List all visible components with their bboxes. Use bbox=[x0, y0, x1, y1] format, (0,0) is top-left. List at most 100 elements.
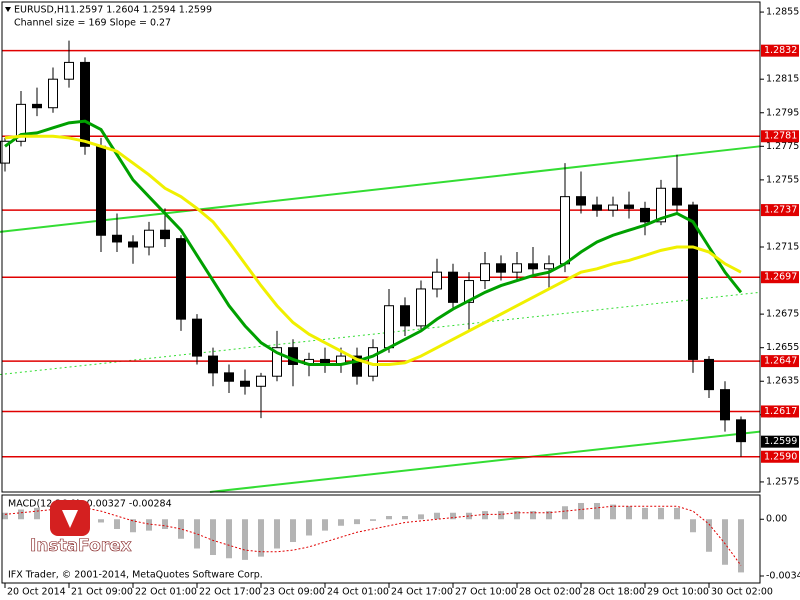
level-label: 1.2697 bbox=[764, 272, 797, 283]
x-tick-label: 28 Oct 18:00 bbox=[583, 587, 645, 598]
x-tick-label: 29 Oct 10:00 bbox=[647, 587, 709, 598]
candle-body bbox=[16, 103, 26, 142]
candle-body bbox=[208, 355, 218, 374]
macd-bar bbox=[498, 511, 504, 520]
candle-body bbox=[112, 234, 122, 243]
level-label: 1.2647 bbox=[764, 356, 797, 367]
level-label-box bbox=[761, 44, 799, 57]
macd-bar bbox=[194, 519, 200, 549]
macd-title: MACD(12,26,9) -0.00327 -0.00284 bbox=[8, 499, 172, 510]
candle-body bbox=[384, 305, 394, 349]
logo bbox=[50, 500, 90, 536]
candle-body bbox=[352, 355, 362, 377]
candle-body bbox=[624, 204, 634, 209]
x-tick-label: 24 Oct 17:00 bbox=[391, 587, 453, 598]
macd-bar bbox=[130, 519, 136, 533]
macd-bar bbox=[450, 512, 456, 520]
moving-average bbox=[4, 134, 742, 366]
candle-body bbox=[480, 263, 490, 282]
macd-bar bbox=[338, 519, 344, 526]
macd-bar bbox=[626, 506, 632, 520]
macd-frame bbox=[1, 494, 761, 584]
macd-bar bbox=[546, 511, 552, 520]
y-tick-label: 1.2715 bbox=[766, 242, 799, 253]
candle-body bbox=[496, 263, 506, 273]
level-label-box bbox=[761, 130, 799, 143]
candle-body bbox=[240, 380, 250, 387]
y-tick-label: 1.2675 bbox=[766, 309, 799, 320]
macd-bar bbox=[562, 506, 568, 520]
x-tick-label: 23 Oct 09:00 bbox=[263, 587, 325, 598]
candle-body bbox=[416, 288, 426, 327]
candle-body bbox=[576, 196, 586, 206]
macd-bar bbox=[386, 515, 392, 520]
macd-bar bbox=[18, 509, 24, 520]
candle-body bbox=[736, 419, 746, 443]
macd-bar bbox=[178, 519, 184, 539]
candle-body bbox=[400, 305, 410, 327]
macd-y-tick-label: -0.00349 bbox=[766, 570, 800, 581]
candle-body bbox=[48, 78, 58, 109]
macd-y-tick-label: 0.00 bbox=[766, 514, 787, 525]
copyright-note: IFX Trader, © 2001-2014, MetaQuotes Soft… bbox=[8, 570, 263, 581]
candle-body bbox=[512, 263, 522, 273]
macd-bar bbox=[242, 519, 248, 560]
macd-bar bbox=[258, 519, 264, 557]
level-label-box bbox=[761, 405, 799, 418]
macd-signal bbox=[4, 505, 742, 566]
macd-bar bbox=[658, 507, 664, 520]
macd-bar bbox=[146, 519, 152, 531]
level-label: 1.2737 bbox=[764, 205, 797, 216]
x-tick-label: 28 Oct 02:00 bbox=[519, 587, 581, 598]
macd-bar bbox=[434, 512, 440, 520]
x-tick-label: 20 Oct 2014 bbox=[7, 587, 66, 598]
x-tick-label: 24 Oct 01:00 bbox=[327, 587, 389, 598]
candle-body bbox=[608, 204, 618, 211]
macd-bar bbox=[370, 519, 376, 521]
candle-body bbox=[272, 347, 282, 377]
macd-bar bbox=[98, 519, 104, 523]
candle-body bbox=[160, 229, 170, 240]
candle-body bbox=[560, 196, 570, 265]
y-tick-label: 1.2635 bbox=[766, 376, 799, 387]
candle-body bbox=[544, 263, 554, 270]
candle-body bbox=[656, 187, 666, 223]
candle-body bbox=[448, 271, 458, 303]
chart-subtitle: 1.2597 1.2604 1.2594 1.2599 bbox=[70, 5, 212, 16]
candle-body bbox=[592, 204, 602, 211]
macd-bar bbox=[34, 507, 40, 520]
level-label: 1.2781 bbox=[764, 131, 797, 142]
macd-bar bbox=[722, 519, 728, 565]
candle-body bbox=[176, 238, 186, 320]
candle-body bbox=[432, 271, 442, 290]
macd-bar bbox=[690, 519, 696, 533]
macd-bar bbox=[530, 511, 536, 520]
macd-bar bbox=[2, 512, 8, 520]
macd-bar bbox=[738, 519, 744, 573]
candle-body bbox=[688, 204, 698, 360]
trendline bbox=[209, 430, 761, 493]
level-label-box bbox=[761, 271, 799, 284]
macd-bar bbox=[322, 519, 328, 531]
y-tick-label: 1.2775 bbox=[766, 141, 799, 152]
x-tick-label: 22 Oct 17:00 bbox=[199, 587, 261, 598]
candle-body bbox=[720, 389, 730, 421]
macd-bar bbox=[466, 512, 472, 520]
y-tick-label: 1.2755 bbox=[766, 174, 799, 185]
candle-body bbox=[640, 207, 650, 223]
channel-annotation: Channel size = 169 Slope = 0.27 bbox=[14, 18, 171, 29]
level-label-box bbox=[761, 355, 799, 368]
macd-bar bbox=[418, 514, 424, 520]
y-tick-label: 1.2815 bbox=[766, 74, 799, 85]
macd-bar bbox=[674, 507, 680, 520]
candle-body bbox=[528, 263, 538, 270]
trendline bbox=[0, 145, 761, 233]
x-tick-label: 30 Oct 02:00 bbox=[711, 587, 773, 598]
level-label-box bbox=[761, 204, 799, 217]
macd-bar bbox=[578, 502, 584, 520]
y-tick-label: 1.2575 bbox=[766, 476, 799, 487]
macd-bar bbox=[210, 519, 216, 556]
macd-bar bbox=[354, 519, 360, 525]
level-label: 1.2590 bbox=[764, 451, 797, 462]
